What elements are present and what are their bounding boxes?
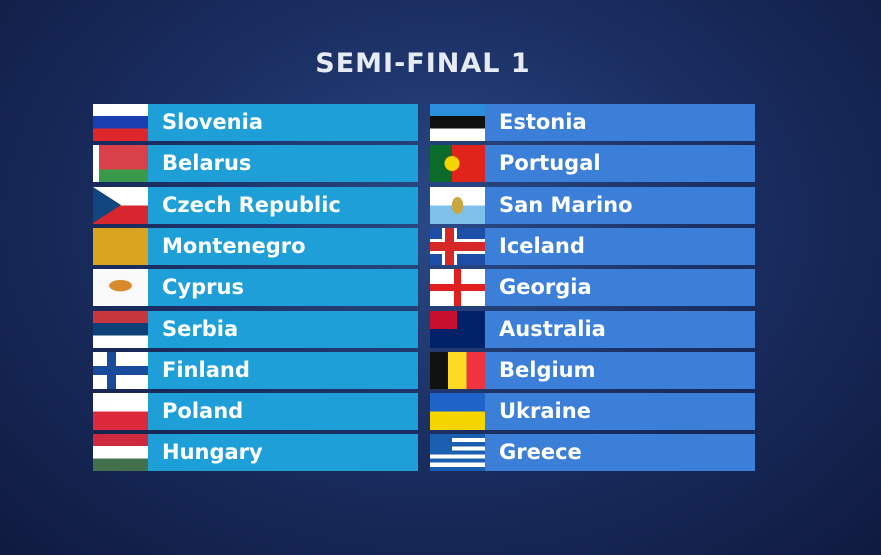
page-title: SEMI-FINAL 1 <box>315 48 531 79</box>
cyprus-flag-icon <box>93 269 148 307</box>
poland-flag-icon <box>93 393 148 431</box>
country-row: Cyprus <box>93 269 418 307</box>
country-name: Ukraine <box>485 393 755 431</box>
country-row: Belarus <box>93 145 418 183</box>
country-name: Czech Republic <box>148 186 418 224</box>
country-row: Finland <box>93 351 418 389</box>
country-name: Montenegro <box>148 227 418 265</box>
australia-flag-icon <box>430 310 485 348</box>
montenegro-flag-icon <box>93 227 148 265</box>
country-row: Australia <box>430 310 755 348</box>
country-name: Slovenia <box>148 104 418 141</box>
country-name: San Marino <box>485 186 755 224</box>
country-name: Portugal <box>485 145 755 183</box>
country-name: Estonia <box>485 104 755 141</box>
finland-flag-icon <box>93 351 148 389</box>
san-marino-flag-icon <box>430 186 485 224</box>
country-row: Montenegro <box>93 227 418 265</box>
country-row: San Marino <box>430 186 755 224</box>
country-name: Serbia <box>148 310 418 348</box>
country-name: Georgia <box>485 269 755 307</box>
czech-flag-icon <box>93 186 148 224</box>
country-row: Slovenia <box>93 104 418 141</box>
ukraine-flag-icon <box>430 393 485 431</box>
country-name: Hungary <box>148 434 418 472</box>
slovenia-flag-icon <box>93 104 148 141</box>
serbia-flag-icon <box>93 310 148 348</box>
georgia-flag-icon <box>430 269 485 307</box>
country-row: Poland <box>93 393 418 431</box>
portugal-flag-icon <box>430 145 485 183</box>
estonia-flag-icon <box>430 104 485 141</box>
country-row: Czech Republic <box>93 186 418 224</box>
country-name: Australia <box>485 310 755 348</box>
country-name: Cyprus <box>148 269 418 307</box>
hungary-flag-icon <box>93 434 148 472</box>
country-name: Greece <box>485 434 755 472</box>
country-row: Belgium <box>430 351 755 389</box>
country-row: Iceland <box>430 227 755 265</box>
country-name: Finland <box>148 351 418 389</box>
country-row: Georgia <box>430 269 755 307</box>
country-row: Greece <box>430 434 755 472</box>
country-name: Belarus <box>148 145 418 183</box>
country-row: Serbia <box>93 310 418 348</box>
greece-flag-icon <box>430 434 485 472</box>
belarus-flag-icon <box>93 145 148 183</box>
country-row: Ukraine <box>430 393 755 431</box>
country-row: Estonia <box>430 104 755 141</box>
country-row: Hungary <box>93 434 418 472</box>
country-name: Poland <box>148 393 418 431</box>
country-name: Iceland <box>485 227 755 265</box>
iceland-flag-icon <box>430 227 485 265</box>
country-name: Belgium <box>485 351 755 389</box>
belgium-flag-icon <box>430 351 485 389</box>
country-row: Portugal <box>430 145 755 183</box>
